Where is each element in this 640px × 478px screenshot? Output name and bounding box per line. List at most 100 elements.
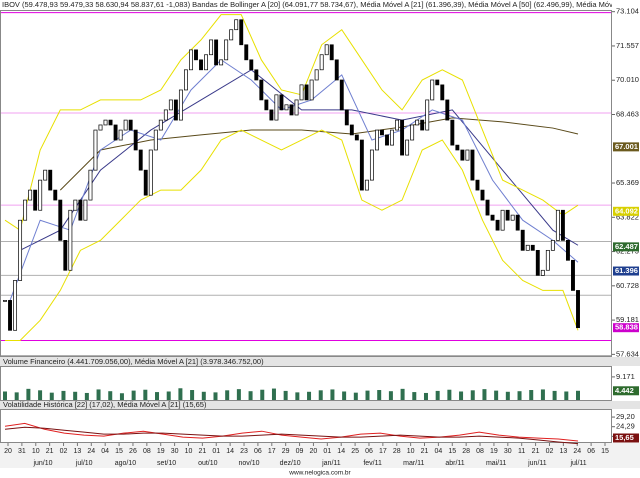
volume-bar (131, 390, 136, 400)
candle (173, 99, 178, 121)
x-tick-label: 26 (129, 448, 137, 455)
x-tick-label: 24 (573, 448, 581, 455)
candle (520, 229, 525, 251)
value-badge-label: 64.092 (615, 206, 638, 215)
candle (294, 99, 299, 116)
volume-panel (0, 366, 612, 401)
x-tick-label: 19 (157, 448, 165, 455)
value-badge (613, 266, 639, 276)
x-tick-label: 19 (490, 448, 498, 455)
candle (284, 104, 289, 111)
candle (163, 109, 168, 121)
candle (560, 209, 565, 241)
x-tick-label: 20 (4, 448, 12, 455)
candle (500, 209, 505, 231)
candle (465, 149, 470, 161)
volume-bar (330, 389, 335, 400)
volume-title-bar (0, 357, 640, 366)
candle (400, 119, 405, 156)
candle (128, 119, 133, 131)
volume-bar (400, 388, 405, 400)
volatility-panel (0, 409, 612, 443)
candle (178, 89, 183, 121)
candle (550, 240, 555, 251)
volume-bar (119, 393, 124, 400)
x-tick-label: 06 (254, 448, 262, 455)
series-line (19, 69, 579, 251)
candle (450, 119, 455, 146)
x-tick-label: 17 (379, 448, 387, 455)
candle (545, 249, 550, 271)
candle (58, 199, 63, 241)
x-tick-label: 10 (407, 448, 415, 455)
volume-bar (576, 390, 580, 400)
candle (83, 199, 88, 221)
x-axis-band (0, 443, 640, 468)
x-tick-label: 30 (504, 448, 512, 455)
y-tick-label: 57.634 (616, 349, 639, 358)
candle (369, 149, 374, 181)
x-tick-label: 11 (518, 448, 525, 455)
candle (28, 189, 33, 201)
y-tick-label: 73.104 (616, 7, 639, 16)
x-tick-label: 14 (226, 448, 234, 455)
x-tick-label: 06 (587, 448, 595, 455)
candle (576, 290, 580, 329)
series-line (5, 129, 579, 341)
candle (143, 169, 148, 196)
series-line (4, 426, 579, 445)
x-tick-label: 31 (18, 448, 26, 455)
value-badge-label: 62.487 (615, 242, 638, 251)
x-tick-label: 15 (115, 448, 123, 455)
candle (224, 39, 229, 61)
volume-bar (260, 389, 265, 400)
candle (364, 179, 369, 191)
x-tick-label: 02 (546, 448, 554, 455)
month-label: dez/10 (280, 460, 301, 467)
candle (480, 189, 485, 201)
candle (13, 280, 18, 331)
candle (219, 59, 224, 66)
y-tick-label: 65.369 (616, 178, 639, 187)
candle (234, 19, 239, 31)
x-tick-label: 08 (143, 448, 151, 455)
value-badge-label: 4.442 (615, 386, 634, 395)
value-badge (613, 242, 639, 252)
volume-bar (225, 390, 230, 400)
candle (244, 44, 249, 61)
candle (229, 29, 234, 41)
candle (259, 79, 264, 101)
volume-bar (412, 392, 417, 400)
candle (565, 240, 570, 261)
candle (380, 129, 384, 136)
price-panel (0, 10, 612, 357)
candle (214, 39, 219, 66)
candle (98, 124, 103, 131)
x-tick-label: 10 (185, 448, 193, 455)
volatility-title-bar (0, 401, 640, 409)
value-badge (613, 142, 639, 152)
candle (199, 59, 203, 71)
volume-bar (213, 392, 218, 400)
candle (571, 259, 575, 291)
value-badge (613, 433, 639, 443)
candle (48, 169, 53, 191)
volume-bar (3, 391, 7, 400)
volume-bar (517, 391, 522, 400)
candle (530, 244, 535, 251)
x-tick-label: 28 (393, 448, 401, 455)
volume-bar (155, 392, 160, 400)
series-line (4, 14, 579, 231)
y-tick-label: 68.463 (616, 109, 639, 118)
x-tick-label: 04 (434, 448, 442, 455)
y-tick-label: 24,29 (616, 422, 635, 431)
volume-bar (84, 392, 89, 400)
candle (390, 129, 394, 146)
x-tick-label: 23 (240, 448, 248, 455)
candle (425, 99, 430, 131)
x-tick-label: 15 (448, 448, 456, 455)
x-tick-label: 13 (559, 448, 567, 455)
volume-bar (248, 391, 253, 400)
candle (475, 179, 480, 191)
